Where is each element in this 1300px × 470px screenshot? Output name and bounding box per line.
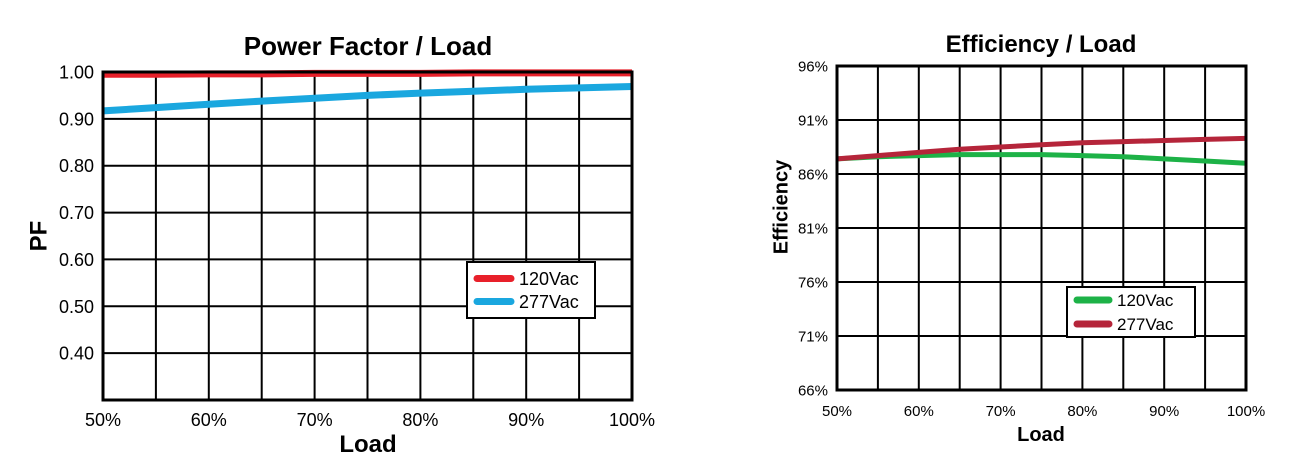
x-tick-label: 90%	[508, 410, 544, 430]
legend-label: 120Vac	[1117, 291, 1174, 310]
x-tick-label: 50%	[85, 410, 121, 430]
y-tick-label: 1.00	[59, 62, 94, 82]
y-tick-label: 71%	[798, 328, 828, 345]
legend: 120Vac 277Vac	[466, 261, 596, 319]
x-tick-label: 80%	[1067, 403, 1097, 420]
y-tick-label: 0.40	[59, 344, 94, 364]
x-axis-label: Load	[1017, 424, 1065, 446]
x-tick-label: 80%	[402, 410, 438, 430]
y-tick-label: 76%	[798, 274, 828, 291]
x-tick-label: 100%	[1227, 403, 1265, 420]
legend-label: 120Vac	[519, 269, 579, 289]
plot-frame	[835, 64, 1248, 392]
chart-1: 1.00 0.90 0.80 0.70 0.60 0.50 0.40 50% 60% 70% 80%…	[25, 31, 655, 458]
y-tick-label: 96%	[798, 58, 828, 75]
y-tick-label: 0.90	[59, 109, 94, 129]
y-tick-label: 86%	[798, 166, 828, 183]
x-tick-label: 90%	[1149, 403, 1179, 420]
series-line-2	[102, 83, 633, 115]
legend-label: 277Vac	[519, 292, 579, 312]
plot-frame	[101, 70, 634, 402]
x-tick-label: 70%	[297, 410, 333, 430]
legend-label: 277Vac	[1117, 315, 1174, 334]
chart-title: Power Factor / Load	[244, 31, 493, 61]
x-axis-label: Load	[339, 431, 396, 458]
y-tick-label: 0.80	[59, 156, 94, 176]
legend-box	[1066, 286, 1196, 338]
y-tick-label: 91%	[798, 112, 828, 129]
y-tick-label: 0.60	[59, 250, 94, 270]
y-tick-label: 66%	[798, 382, 828, 399]
x-tick-label: 50%	[822, 403, 852, 420]
x-tick-label: 60%	[191, 410, 227, 430]
legend: 120Vac 277Vac	[1066, 286, 1196, 338]
chart-title: Efficiency / Load	[946, 31, 1137, 58]
series-line-2	[836, 135, 1247, 162]
x-tick-label: 60%	[904, 403, 934, 420]
y-axis-label: PF	[25, 221, 52, 252]
chart-2: 96% 91% 86% 81% 76% 71% 66% 50% 60% 70% 80% 90% 100%…	[770, 31, 1265, 446]
legend-box	[466, 261, 596, 319]
x-tick-label: 70%	[986, 403, 1016, 420]
y-tick-label: 0.50	[59, 297, 94, 317]
y-tick-label: 81%	[798, 220, 828, 237]
y-tick-label: 0.70	[59, 203, 94, 223]
x-tick-label: 100%	[609, 410, 655, 430]
y-axis-label: Efficiency	[770, 159, 792, 254]
